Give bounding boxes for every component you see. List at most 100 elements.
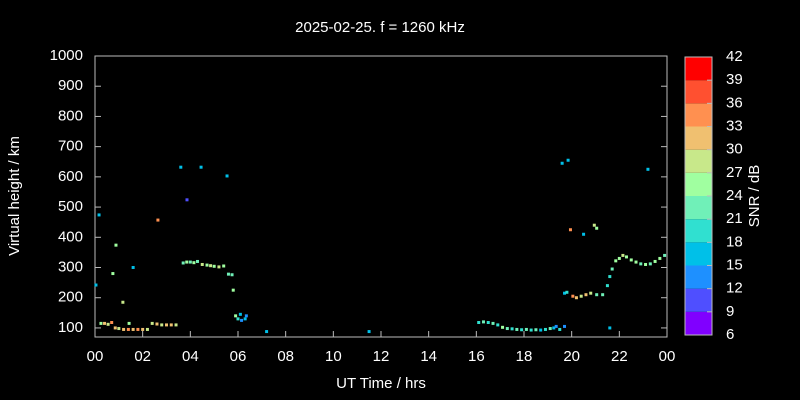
data-point	[648, 262, 652, 266]
data-point	[117, 327, 121, 331]
data-point	[571, 294, 575, 298]
chart-title: 2025-02-25. f = 1260 kHz	[295, 19, 465, 36]
data-point	[231, 288, 235, 292]
colorbar-tick-label: 42	[726, 48, 743, 65]
data-point	[209, 264, 213, 268]
data-point	[608, 326, 612, 330]
data-point	[226, 272, 230, 276]
data-point	[486, 320, 490, 324]
y-axis-label: Virtual height / km	[6, 136, 23, 256]
data-point	[496, 323, 500, 327]
data-point	[621, 253, 625, 257]
x-tick-label: 12	[373, 348, 390, 365]
x-tick-label: 16	[468, 348, 485, 365]
data-point	[584, 293, 588, 297]
data-point	[212, 264, 216, 268]
data-point	[195, 259, 199, 263]
x-tick-label: 14	[420, 348, 437, 365]
data-point	[181, 261, 185, 265]
data-point	[185, 260, 189, 264]
data-point	[565, 290, 569, 294]
data-point	[225, 174, 229, 178]
colorbar-band	[685, 242, 712, 266]
data-point	[199, 165, 203, 169]
y-tick-label: 500	[58, 198, 83, 215]
data-point	[539, 328, 543, 332]
data-point	[165, 323, 168, 327]
y-tick-label: 1000	[50, 47, 83, 64]
data-point	[617, 256, 621, 260]
data-point	[110, 320, 114, 324]
data-point	[131, 266, 135, 270]
data-point	[103, 321, 107, 325]
y-tick-label: 800	[58, 107, 83, 124]
data-point	[234, 314, 238, 318]
data-point	[610, 267, 614, 271]
data-point	[601, 293, 605, 297]
x-tick-label: 20	[563, 348, 580, 365]
y-tick-label: 200	[58, 289, 83, 306]
x-tick-label: 00	[659, 348, 676, 365]
colorbar-band	[685, 103, 712, 127]
colorbar-band	[685, 80, 712, 104]
data-point	[560, 161, 564, 165]
data-point	[563, 291, 567, 295]
colorbar-band	[685, 196, 712, 220]
data-point	[552, 326, 556, 330]
data-point	[200, 262, 204, 266]
data-point	[106, 322, 110, 326]
data-point	[543, 327, 547, 331]
data-point	[185, 198, 189, 202]
colorbar-tick-label: 36	[726, 94, 743, 111]
colorbar-tick-label: 24	[726, 187, 743, 204]
data-point	[160, 323, 164, 327]
x-tick-label: 00	[87, 348, 104, 365]
data-point	[265, 330, 269, 334]
data-point	[624, 255, 628, 259]
data-point	[634, 260, 638, 264]
data-point	[658, 256, 662, 260]
data-point	[563, 324, 567, 328]
data-point	[150, 321, 154, 325]
data-point	[534, 328, 538, 332]
data-point	[558, 327, 562, 331]
colorbar-tick-label: 9	[726, 303, 734, 320]
data-point	[568, 228, 572, 232]
data-point	[127, 321, 131, 325]
data-point	[179, 165, 183, 169]
data-point	[240, 318, 244, 322]
y-tick-label: 600	[58, 168, 83, 185]
data-point	[97, 213, 101, 217]
data-point	[582, 232, 586, 236]
data-point	[629, 258, 633, 262]
colorbar-band	[685, 265, 712, 289]
data-point	[491, 321, 495, 325]
colorbar-tick-label: 21	[726, 210, 743, 227]
data-point	[141, 327, 145, 331]
data-point	[548, 327, 552, 331]
colorbar-band	[685, 126, 712, 150]
data-point	[188, 260, 192, 264]
data-point	[505, 327, 509, 331]
data-point	[114, 243, 118, 247]
data-point	[566, 158, 570, 162]
data-point	[481, 320, 485, 324]
data-point	[653, 259, 657, 263]
data-point	[122, 327, 126, 331]
data-point	[94, 283, 98, 287]
colorbar-tick-label: 6	[726, 326, 734, 343]
data-point	[529, 328, 533, 332]
colorbar-band	[685, 149, 712, 173]
x-tick-label: 08	[277, 348, 294, 365]
x-tick-label: 04	[182, 348, 199, 365]
x-axis-label: UT Time / hrs	[336, 375, 426, 392]
data-point	[510, 327, 514, 331]
data-point	[131, 327, 135, 331]
data-point	[644, 262, 648, 266]
data-point	[605, 284, 609, 288]
data-point	[520, 328, 524, 332]
data-point	[663, 253, 667, 257]
data-point	[230, 273, 234, 277]
data-point	[192, 261, 196, 265]
